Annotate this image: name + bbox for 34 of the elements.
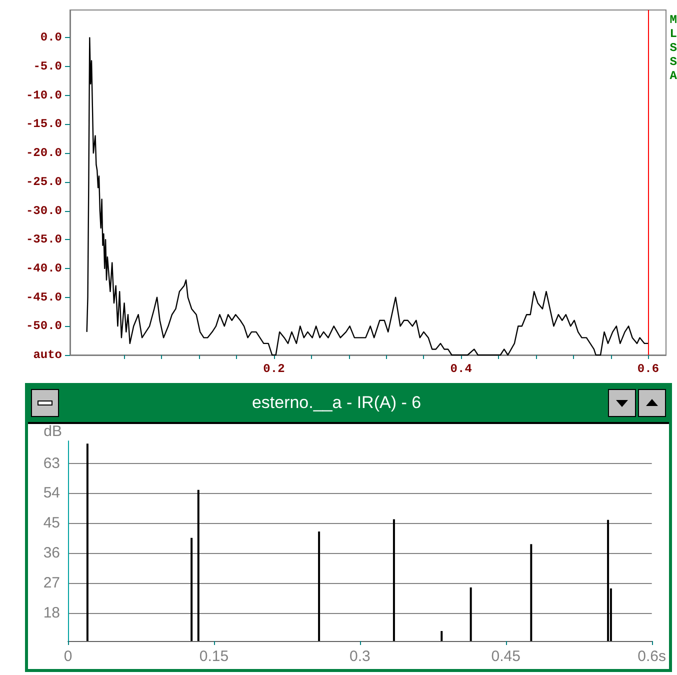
y-tick-label: 0.0 (40, 30, 62, 45)
x-tick-label: 0.4 (450, 362, 472, 376)
y-tick-label: -35.0 (26, 232, 62, 247)
text: M (670, 13, 677, 27)
x-tick-label: 0.6s (638, 648, 666, 665)
x-tick-label: 0 (64, 648, 72, 665)
y-tick-label: 18 (43, 604, 60, 622)
y-tick-label: -15.0 (26, 117, 62, 132)
text: S (670, 55, 677, 69)
y-tick-label: 45 (43, 514, 60, 532)
y-tick-label: -20.0 (26, 146, 62, 160)
y-tick-label: -50.0 (26, 319, 62, 334)
y-tick-label: -25.0 (26, 174, 62, 189)
y-tick-label: 27 (43, 574, 60, 592)
chart-title: esterno.__a - IR(A) - 6 (250, 393, 422, 413)
x-tick-label: 0.45 (491, 648, 520, 665)
y-tick-label: 36 (43, 544, 60, 562)
y-tick-label: -30.0 (26, 204, 62, 218)
y-tick-label: auto (33, 348, 62, 362)
x-tick-label: 0.3 (349, 648, 370, 665)
x-tick-label: 0.15 (199, 648, 229, 665)
text: L (670, 27, 677, 41)
x-tick-label: 0.6 (637, 362, 660, 376)
y-axis-title: dB (44, 423, 62, 440)
y-tick-label: -5.0 (33, 60, 62, 74)
y-tick-label: -40.0 (26, 261, 62, 276)
text: A (670, 69, 677, 83)
y-tick-label: 63 (43, 454, 60, 472)
x-tick-label: 0.2 (263, 362, 285, 376)
text: S (670, 41, 677, 55)
y-tick-label: -45.0 (26, 290, 62, 304)
y-tick-label: 54 (43, 484, 60, 502)
line-series (86, 37, 649, 356)
y-tick-label: -10.0 (26, 88, 62, 102)
